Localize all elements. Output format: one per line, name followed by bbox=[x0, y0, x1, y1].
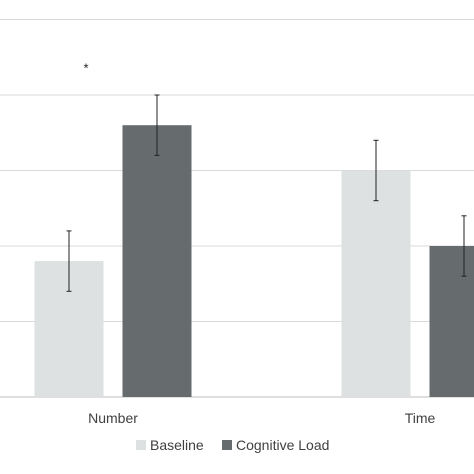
bar-cognitive-load-time bbox=[429, 246, 474, 397]
x-tick-label-number: Number bbox=[88, 410, 138, 426]
legend-label-baseline: Baseline bbox=[150, 437, 204, 453]
legend-swatch-baseline bbox=[136, 440, 146, 450]
legend-swatch-cognitive-load bbox=[222, 440, 232, 450]
error-bars bbox=[66, 94, 467, 292]
bar-baseline-time bbox=[341, 170, 411, 397]
legend: Baseline Cognitive Load bbox=[136, 437, 329, 453]
x-axis-tick-labels: Number Time bbox=[88, 410, 435, 426]
legend-label-cognitive-load: Cognitive Load bbox=[236, 437, 329, 453]
bar-cognitive-load-number bbox=[122, 125, 192, 397]
x-tick-label-time: Time bbox=[405, 410, 436, 426]
bars bbox=[34, 125, 474, 397]
significance-marker: * bbox=[83, 60, 88, 75]
annotations: * bbox=[83, 60, 88, 75]
